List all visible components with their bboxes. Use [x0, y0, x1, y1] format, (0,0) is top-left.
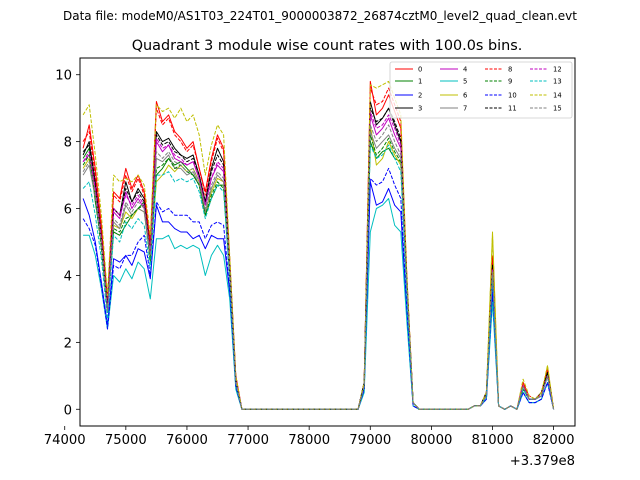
- legend-label-1: 1: [418, 78, 422, 86]
- x-tick-label: 76000: [166, 433, 208, 448]
- legend-label-13: 13: [553, 78, 562, 86]
- legend-label-7: 7: [463, 105, 467, 113]
- legend-frame: [389, 61, 573, 119]
- legend-label-0: 0: [418, 66, 422, 74]
- legend-label-11: 11: [508, 105, 517, 113]
- legend-label-9: 9: [508, 78, 512, 86]
- legend-label-12: 12: [553, 66, 562, 74]
- legend-label-2: 2: [418, 92, 422, 100]
- y-tick-label: 0: [64, 403, 72, 418]
- legend-label-6: 6: [463, 92, 467, 100]
- legend-label-8: 8: [508, 66, 512, 74]
- legend-label-15: 15: [553, 105, 562, 113]
- suptitle: Data file: modeM0/AS1T03_224T01_90000038…: [63, 9, 577, 23]
- legend-label-4: 4: [463, 66, 467, 74]
- y-tick-label: 2: [64, 336, 72, 351]
- legend-label-10: 10: [508, 92, 517, 100]
- legend-label-3: 3: [418, 105, 422, 113]
- x-tick-label: 81000: [472, 433, 514, 448]
- y-tick-label: 4: [64, 269, 72, 284]
- y-axis: 0 2 4 6 8 10: [55, 69, 80, 418]
- series-line-15: [82, 124, 555, 410]
- y-tick-label: 10: [55, 69, 72, 84]
- x-axis: 74000 75000 76000 77000 78000 79000 80000 81000…: [44, 426, 575, 448]
- x-tick-label: 79000: [349, 433, 391, 448]
- x-axis-offset-label: +3.379e8: [510, 454, 575, 469]
- x-tick-label: 74000: [44, 433, 86, 448]
- x-tick-label: 77000: [227, 433, 269, 448]
- x-tick-label: 75000: [105, 433, 147, 448]
- chart-title: Quadrant 3 module wise count rates with …: [132, 38, 523, 54]
- legend-label-14: 14: [553, 92, 562, 100]
- x-tick-label: 80000: [410, 433, 452, 448]
- series-layer: [82, 80, 555, 410]
- legend-label-5: 5: [463, 78, 467, 86]
- y-tick-label: 8: [64, 136, 72, 151]
- y-tick-label: 6: [64, 203, 72, 218]
- x-tick-label: 82000: [533, 433, 575, 448]
- plot-area-frame: [79, 57, 576, 427]
- x-tick-label: 78000: [288, 433, 330, 448]
